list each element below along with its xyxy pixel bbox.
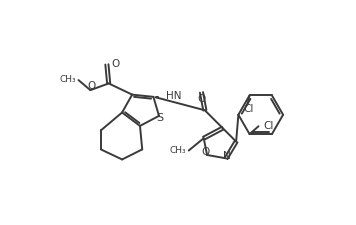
Text: CH₃: CH₃ [60,75,76,84]
Text: S: S [157,113,164,123]
Text: CH₃: CH₃ [169,146,186,155]
Text: Cl: Cl [263,121,274,131]
Text: HN: HN [166,91,182,101]
Text: O: O [198,94,206,104]
Text: O: O [111,59,120,69]
Text: Cl: Cl [243,104,253,114]
Text: O: O [87,81,96,91]
Text: N: N [223,151,231,161]
Text: O: O [202,147,210,157]
